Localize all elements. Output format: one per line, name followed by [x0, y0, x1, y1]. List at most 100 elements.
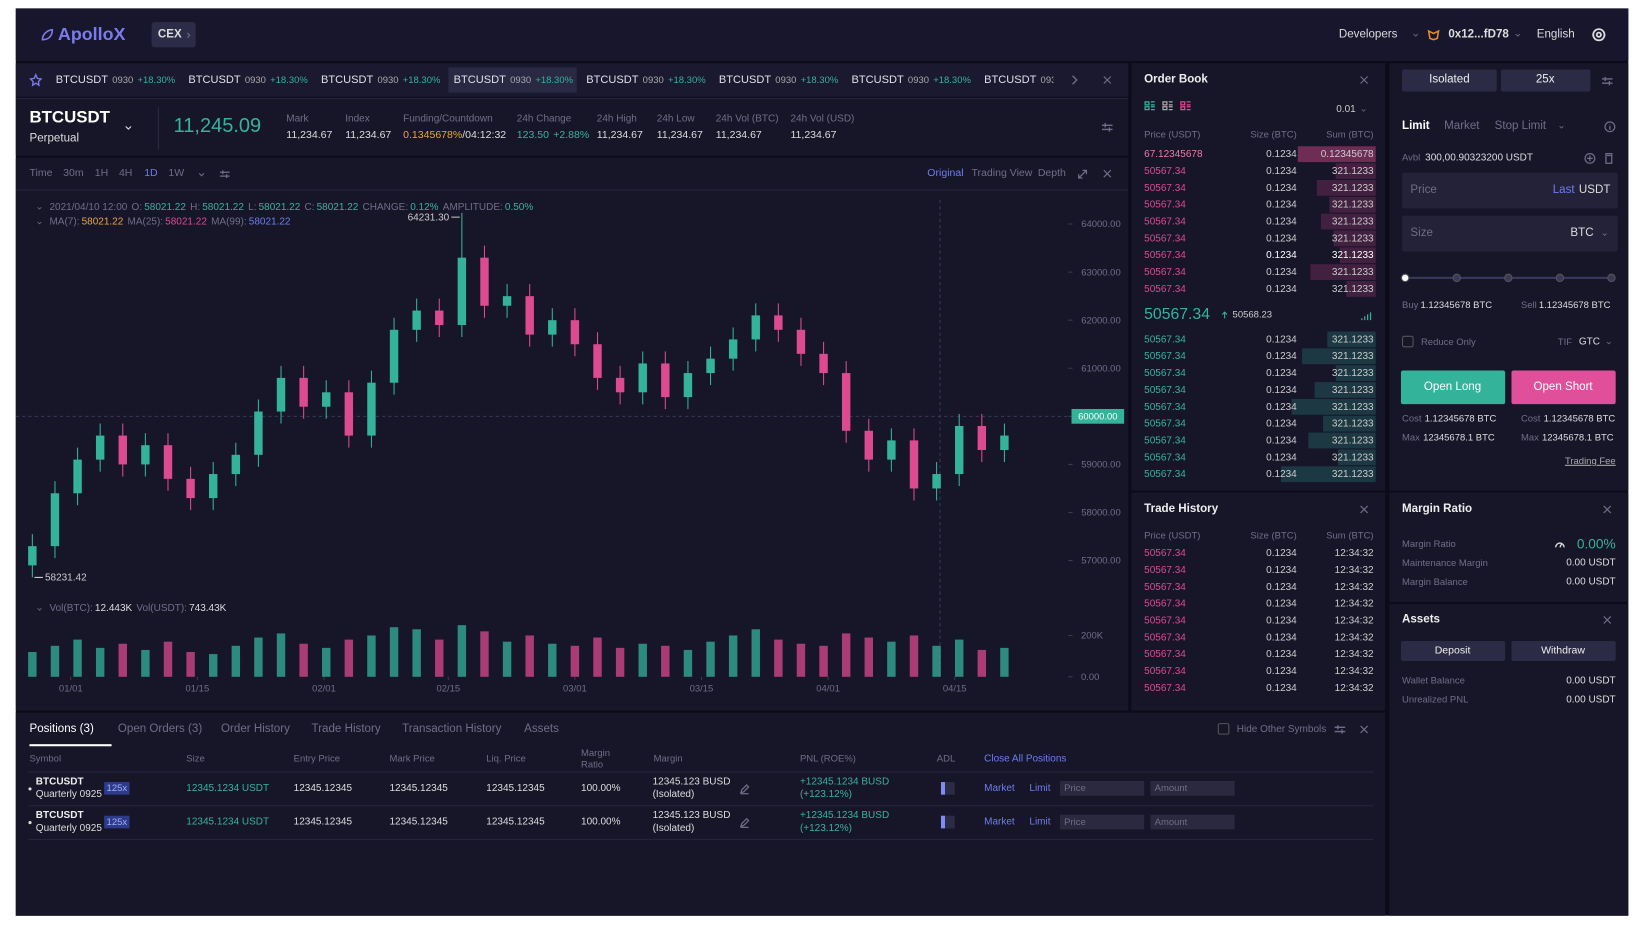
interval-option[interactable]: 4H [118, 167, 133, 179]
entry-price: 12345.12345 [293, 782, 353, 794]
positions-settings[interactable] [1334, 723, 1347, 736]
price-reference[interactable]: Last [1552, 183, 1575, 197]
calculator-icon[interactable] [1603, 152, 1615, 164]
view-option[interactable]: Trading View [971, 167, 1033, 179]
indicator-settings[interactable] [218, 168, 230, 180]
close-input[interactable]: Price [1059, 780, 1145, 796]
positions-tab[interactable]: Assets [524, 722, 559, 736]
price-input[interactable]: Price Last USDT [1402, 172, 1618, 209]
close-limit[interactable]: Limit [1029, 816, 1051, 828]
assets-panel: Assets Deposit Withdraw Wallet Balance 0.00 … [1389, 604, 1629, 916]
input-placeholder: Price [1064, 782, 1086, 794]
stat-extra: +2.88% [553, 129, 590, 142]
depth-bar [1297, 146, 1376, 163]
slider-dot[interactable] [1555, 273, 1565, 283]
row-divider [28, 805, 1374, 807]
close-icon[interactable] [1602, 504, 1613, 515]
book-layout-toggle[interactable] [1143, 99, 1156, 111]
chart-settings[interactable] [1101, 121, 1114, 134]
close-input[interactable]: Amount [1150, 814, 1235, 830]
symbol-dropdown[interactable] [123, 122, 134, 133]
hide-symbols-checkbox[interactable] [1217, 723, 1230, 735]
reduce-only-checkbox[interactable] [1402, 335, 1414, 348]
interval-option[interactable]: 30m [63, 167, 84, 179]
size-input[interactable]: Size BTC [1402, 215, 1618, 252]
size-unit[interactable]: BTC [1570, 226, 1594, 240]
symbol-name: BTCUSDT [29, 108, 110, 127]
close-icon[interactable] [1359, 724, 1370, 735]
close-market[interactable]: Market [984, 816, 1015, 828]
view-option[interactable]: Original [927, 167, 964, 179]
close-all-button[interactable]: Close All Positions [984, 752, 1067, 765]
positions-tab[interactable]: Order History [221, 722, 290, 736]
order-type-tab[interactable]: Market [1444, 119, 1480, 132]
positions-tab[interactable]: Trade History [311, 722, 381, 736]
slider-dot[interactable] [1504, 273, 1513, 283]
margin-mode-button[interactable]: Isolated [1402, 69, 1497, 92]
info-label: MA(25): [127, 216, 164, 228]
language-menu[interactable]: English [1536, 27, 1575, 41]
order-type-tab[interactable]: Limit [1402, 119, 1430, 132]
close-icon[interactable] [1359, 504, 1370, 515]
close-input[interactable]: Amount [1150, 780, 1235, 796]
edit-margin[interactable] [738, 816, 750, 828]
asset-button[interactable]: Withdraw [1511, 641, 1616, 662]
book-layout-toggle[interactable] [1179, 99, 1191, 111]
slider-dot[interactable] [1400, 273, 1410, 283]
close-limit[interactable]: Limit [1029, 782, 1051, 794]
book-layout-toggle[interactable] [1161, 99, 1173, 111]
close-icon[interactable] [1102, 75, 1113, 86]
close-market[interactable]: Market [984, 782, 1015, 794]
collapse-icon[interactable] [35, 605, 42, 612]
form-settings[interactable] [1601, 75, 1614, 88]
interval-more[interactable] [196, 169, 205, 178]
fullscreen-icon[interactable] [1076, 168, 1088, 180]
developers-menu[interactable]: Developers [1338, 27, 1398, 41]
transfer-icon[interactable] [1583, 152, 1596, 164]
collapse-icon[interactable] [35, 218, 42, 225]
slider-dot[interactable] [1452, 273, 1461, 283]
row-price: 50567.34 [1144, 216, 1186, 228]
positions-tab[interactable]: Transaction History [402, 722, 502, 736]
x-tick-label: 04/01 [816, 684, 840, 695]
candle-body [932, 474, 941, 489]
interval-option[interactable]: 1W [168, 167, 185, 179]
wallet-address[interactable]: 0x12...fD78 [1448, 27, 1509, 41]
asset-button[interactable]: Deposit [1400, 641, 1506, 662]
order-type-tab[interactable]: Stop Limit [1494, 119, 1547, 132]
positions-tab[interactable]: Positions (3) [29, 722, 94, 736]
trading-fee-link[interactable]: Trading Fee [1564, 455, 1616, 466]
leverage-button[interactable]: 25x [1500, 69, 1591, 92]
tif-select[interactable]: GTC [1578, 336, 1600, 348]
open-short-button[interactable]: Open Short [1511, 370, 1616, 405]
view-option[interactable]: Depth [1037, 167, 1066, 179]
button-label: Isolated [1429, 73, 1470, 86]
positions-tab[interactable]: Open Orders (3) [117, 722, 203, 736]
close-icon[interactable] [1359, 75, 1370, 86]
close-icon[interactable] [1602, 615, 1613, 626]
open-long-button[interactable]: Open Long [1400, 370, 1506, 405]
collapse-icon[interactable] [35, 204, 42, 211]
candlestick-chart: 57000.00 58000.00 59000.00 60000.00 61000.00… [15, 199, 1125, 695]
close-icon[interactable] [1102, 168, 1113, 179]
scroll-right[interactable] [1068, 74, 1081, 87]
leverage-badge: 125x [104, 782, 130, 795]
exchange-badge[interactable]: CEX [151, 22, 196, 48]
settings-icon[interactable] [1590, 26, 1607, 43]
precision-select[interactable]: 0.01 [1336, 103, 1356, 116]
row-price: 50567.34 [1144, 418, 1186, 430]
ticker-change: +18.30% [667, 74, 706, 85]
edit-margin[interactable] [738, 783, 750, 795]
interval-option[interactable]: 1H [94, 167, 109, 179]
close-input[interactable]: Price [1059, 814, 1145, 830]
slider-dot[interactable] [1607, 273, 1616, 283]
interval-option[interactable]: 1D [144, 167, 158, 179]
